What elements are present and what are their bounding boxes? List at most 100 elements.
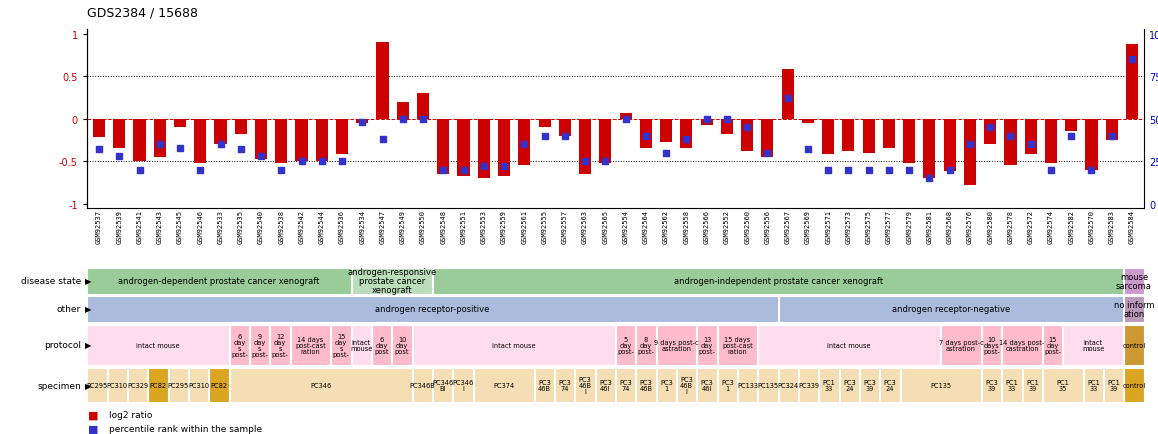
Text: GSM92563: GSM92563 xyxy=(582,210,588,243)
Bar xyxy=(1023,368,1042,402)
Bar xyxy=(1124,368,1144,402)
Text: intact mouse: intact mouse xyxy=(137,342,179,348)
Bar xyxy=(270,325,290,365)
Text: PC3
39: PC3 39 xyxy=(863,379,875,391)
Point xyxy=(1021,141,1040,148)
Text: PC295: PC295 xyxy=(168,382,189,388)
Text: PC135: PC135 xyxy=(930,382,952,388)
Point xyxy=(840,167,858,174)
Text: GSM92540: GSM92540 xyxy=(258,210,264,243)
Point xyxy=(1002,133,1020,140)
Text: PC310: PC310 xyxy=(107,382,127,388)
Bar xyxy=(174,119,186,128)
Text: PC329: PC329 xyxy=(127,382,148,388)
Bar xyxy=(87,325,229,365)
Bar xyxy=(357,119,368,124)
Bar xyxy=(738,368,757,402)
Point xyxy=(130,167,148,174)
Point xyxy=(373,136,391,143)
Bar xyxy=(576,368,595,402)
Text: 6
day
s
post-: 6 day s post- xyxy=(230,333,248,357)
Text: ■: ■ xyxy=(88,410,98,419)
Text: GSM92536: GSM92536 xyxy=(339,210,345,243)
Text: GSM92556: GSM92556 xyxy=(764,210,770,243)
Text: androgen receptor-positive: androgen receptor-positive xyxy=(375,305,490,314)
Text: intact
mouse: intact mouse xyxy=(350,339,373,351)
Text: protocol: protocol xyxy=(44,341,81,349)
Bar xyxy=(636,368,655,402)
Point xyxy=(1042,167,1061,174)
Text: GSM92570: GSM92570 xyxy=(1089,210,1094,243)
Text: PC133: PC133 xyxy=(738,382,758,388)
Bar xyxy=(697,368,717,402)
Point xyxy=(191,167,210,174)
Text: PC346B: PC346B xyxy=(410,382,435,388)
Text: no inform
ation: no inform ation xyxy=(1114,300,1155,318)
Bar xyxy=(276,119,287,164)
Bar xyxy=(372,325,391,365)
Text: GSM92584: GSM92584 xyxy=(1129,210,1135,243)
Text: log2 ratio: log2 ratio xyxy=(109,410,152,419)
Text: androgen receptor-negative: androgen receptor-negative xyxy=(892,305,1010,314)
Text: GSM92533: GSM92533 xyxy=(218,210,223,243)
Text: GSM92583: GSM92583 xyxy=(1108,210,1115,243)
Bar xyxy=(657,325,696,365)
Bar xyxy=(782,70,793,119)
Text: PC3
1: PC3 1 xyxy=(660,379,673,391)
Bar xyxy=(229,325,249,365)
Bar xyxy=(397,102,409,119)
Point xyxy=(576,158,594,165)
Text: GSM92535: GSM92535 xyxy=(237,210,244,243)
Bar xyxy=(498,119,511,177)
Text: PC3
46B
I: PC3 46B I xyxy=(680,376,694,394)
Point xyxy=(251,153,270,160)
Bar xyxy=(616,368,636,402)
Text: GSM92569: GSM92569 xyxy=(805,210,811,243)
Bar xyxy=(1002,325,1042,365)
Text: ■: ■ xyxy=(88,424,98,433)
Bar xyxy=(620,113,631,119)
Text: PC1
39: PC1 39 xyxy=(1107,379,1120,391)
Bar xyxy=(87,296,778,322)
Bar xyxy=(842,119,855,151)
Bar xyxy=(453,368,472,402)
Text: 14 days
post-cast
ration: 14 days post-cast ration xyxy=(295,336,325,354)
Bar xyxy=(758,325,940,365)
Text: PC1
33: PC1 33 xyxy=(822,379,835,391)
Text: 9 days post-c
astration: 9 days post-c astration xyxy=(654,339,698,351)
Point xyxy=(151,141,169,148)
Point xyxy=(981,125,999,132)
Text: GSM92548: GSM92548 xyxy=(440,210,446,243)
Text: PC339: PC339 xyxy=(798,382,819,388)
Text: control: control xyxy=(1122,342,1145,348)
Text: GSM92543: GSM92543 xyxy=(156,210,163,243)
Bar xyxy=(87,268,351,294)
Bar xyxy=(778,296,1123,322)
Bar xyxy=(457,119,470,177)
Bar xyxy=(903,119,915,164)
Bar xyxy=(1085,119,1098,170)
Text: GSM92553: GSM92553 xyxy=(481,210,486,243)
Bar xyxy=(189,368,208,402)
Text: GSM92564: GSM92564 xyxy=(643,210,648,243)
Bar xyxy=(148,368,168,402)
Point xyxy=(170,145,189,151)
Text: GSM92537: GSM92537 xyxy=(96,210,102,243)
Bar xyxy=(169,368,188,402)
Text: PC310: PC310 xyxy=(188,382,210,388)
Text: PC346
BI: PC346 BI xyxy=(432,379,453,391)
Text: PC3
46B: PC3 46B xyxy=(537,379,551,391)
Bar xyxy=(801,119,814,124)
Text: PC3
46I: PC3 46I xyxy=(599,379,611,391)
Text: GSM92541: GSM92541 xyxy=(137,210,142,243)
Text: PC346
I: PC346 I xyxy=(453,379,474,391)
Text: 6
day
post: 6 day post xyxy=(374,336,389,354)
Text: 15
day
s
post-: 15 day s post- xyxy=(332,333,350,357)
Text: GSM92539: GSM92539 xyxy=(116,210,123,243)
Bar xyxy=(963,119,976,185)
Point xyxy=(1062,133,1080,140)
Bar xyxy=(438,119,449,174)
Point xyxy=(232,146,250,153)
Point xyxy=(819,167,837,174)
Bar xyxy=(535,368,554,402)
